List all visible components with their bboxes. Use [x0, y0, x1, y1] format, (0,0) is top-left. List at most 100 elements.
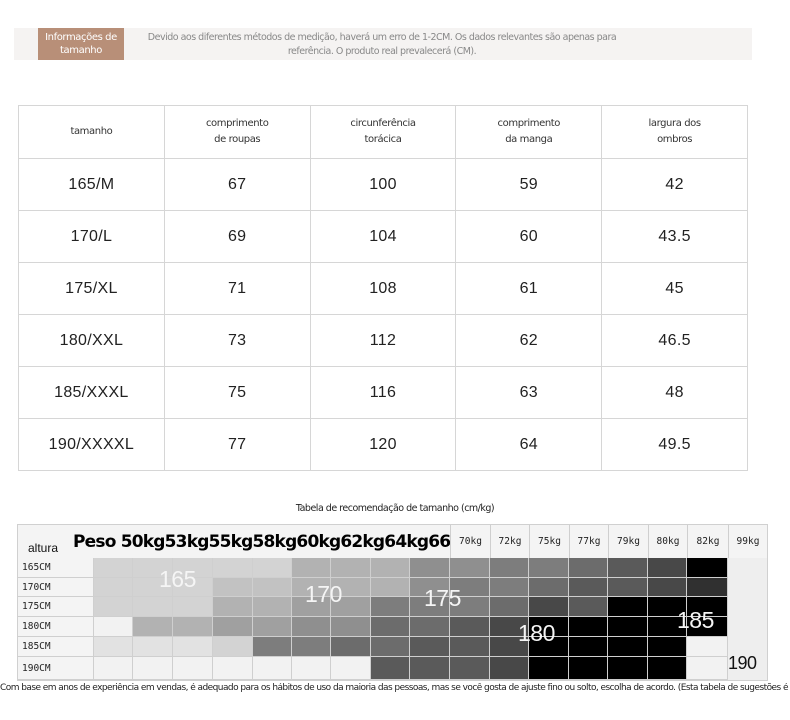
weight-column-label: 77kg [569, 525, 608, 558]
grid-cell [450, 657, 490, 680]
table-cell: 190/XXXXL [18, 418, 165, 471]
size-info-tag: Informações de tamanho [38, 28, 124, 60]
grid-cell [213, 657, 253, 680]
grid-cell [687, 578, 728, 597]
grid-cell [687, 617, 728, 637]
table-row: 185/XXXL 75 116 63 48 [18, 366, 748, 419]
size-zone-label: 175 [424, 585, 461, 611]
grid-cell [569, 578, 608, 597]
table-row: 170/L 69 104 60 43.5 [18, 210, 748, 263]
table-cell: 180/XXL [18, 314, 165, 367]
grid-cell [529, 657, 569, 680]
grid-cell [687, 597, 728, 617]
table-cell: 60 [455, 210, 603, 263]
grid-cell [490, 578, 529, 597]
grid-cell [648, 617, 687, 637]
footer-note: Com base em anos de experiência em venda… [0, 683, 790, 693]
grid-cell [253, 597, 292, 617]
grid-cell [529, 558, 569, 578]
table-cell: 71 [163, 262, 311, 315]
grid-cell [173, 657, 213, 680]
size-zone-label: 180 [518, 620, 555, 646]
table-cell: 62 [455, 314, 603, 367]
grid-cell [687, 558, 728, 578]
column-header: comprimento de roupas [163, 105, 311, 159]
grid-cell [608, 637, 648, 657]
table-cell: 120 [309, 418, 457, 471]
grid-cell [569, 657, 608, 680]
grid-cell [292, 597, 331, 617]
table-cell: 43.5 [601, 210, 748, 263]
size-info-header: Informações de tamanho Devido aos difere… [14, 28, 752, 60]
size-zone-label: 165 [159, 566, 196, 592]
grid-cell [253, 617, 292, 637]
grid-cell [648, 657, 687, 680]
table-cell: 46.5 [601, 314, 748, 367]
grid-cell [173, 597, 213, 617]
grid-cell [490, 637, 529, 657]
size-table: tamanho comprimento de roupas circunferê… [18, 105, 748, 471]
grid-cell [371, 597, 410, 617]
table-cell: 185/XXXL [18, 366, 165, 419]
grid-cell [331, 597, 371, 617]
grid-cell [529, 578, 569, 597]
grid-cell [292, 578, 331, 597]
grid-cell [94, 558, 133, 578]
grid-cell [292, 637, 331, 657]
grid-cell [173, 578, 213, 597]
measurement-note-line1: Devido aos diferentes métodos de medição… [147, 32, 617, 43]
table-cell: 77 [163, 418, 311, 471]
grid-cell [94, 637, 133, 657]
weight-column-label: 79kg [608, 525, 648, 558]
grid-cell [253, 578, 292, 597]
grid-cell [608, 578, 648, 597]
grid-cell [133, 657, 173, 680]
column-header: circunferência torácica [309, 105, 457, 159]
grid-cell [529, 637, 569, 657]
table-cell: 64 [455, 418, 603, 471]
table-cell: 100 [309, 158, 457, 211]
grid-cell [648, 597, 687, 617]
size-zone-label: 185 [677, 607, 714, 633]
grid-cell [331, 617, 371, 637]
table-cell: 61 [455, 262, 603, 315]
column-header: comprimento da manga [455, 105, 603, 159]
size-info-tag-line2: tamanho [60, 45, 102, 56]
height-row-label: 190CM [18, 657, 94, 680]
table-cell: 108 [309, 262, 457, 315]
table-cell: 49.5 [601, 418, 748, 471]
grid-cell [490, 597, 529, 617]
grid-cell [608, 597, 648, 617]
grid-cell [253, 637, 292, 657]
grid-cell [331, 578, 371, 597]
table-row: 190/XXXXL 77 120 64 49.5 [18, 418, 748, 471]
weight-label: Peso 50kg53kg55kg58kg60kg62kg64kg66kg6 [73, 532, 484, 552]
weight-column-label: 72kg [490, 525, 529, 558]
grid-cell [569, 558, 608, 578]
table-cell: 67 [163, 158, 311, 211]
table-cell: 42 [601, 158, 748, 211]
grid-cell [410, 558, 450, 578]
grid-cell [410, 657, 450, 680]
grid-cell [292, 657, 331, 680]
table-cell: 75 [163, 366, 311, 419]
grid-cell [569, 617, 608, 637]
grid-cell [371, 578, 410, 597]
grid-cell [450, 617, 490, 637]
table-cell: 116 [309, 366, 457, 419]
grid-cell [648, 558, 687, 578]
size-info-tag-line1: Informações de [45, 32, 117, 43]
column-header: largura dos ombros [601, 105, 748, 159]
grid-cell [292, 558, 331, 578]
grid-cell [371, 617, 410, 637]
grid-cell [410, 578, 450, 597]
grid-cell [450, 578, 490, 597]
grid-cell [213, 558, 253, 578]
grid-cell [253, 657, 292, 680]
table-cell: 45 [601, 262, 748, 315]
table-cell: 165/M [18, 158, 165, 211]
grid-cell [253, 558, 292, 578]
grid-cell [450, 558, 490, 578]
grid-cell [648, 578, 687, 597]
weight-column-label: 80kg [648, 525, 687, 558]
